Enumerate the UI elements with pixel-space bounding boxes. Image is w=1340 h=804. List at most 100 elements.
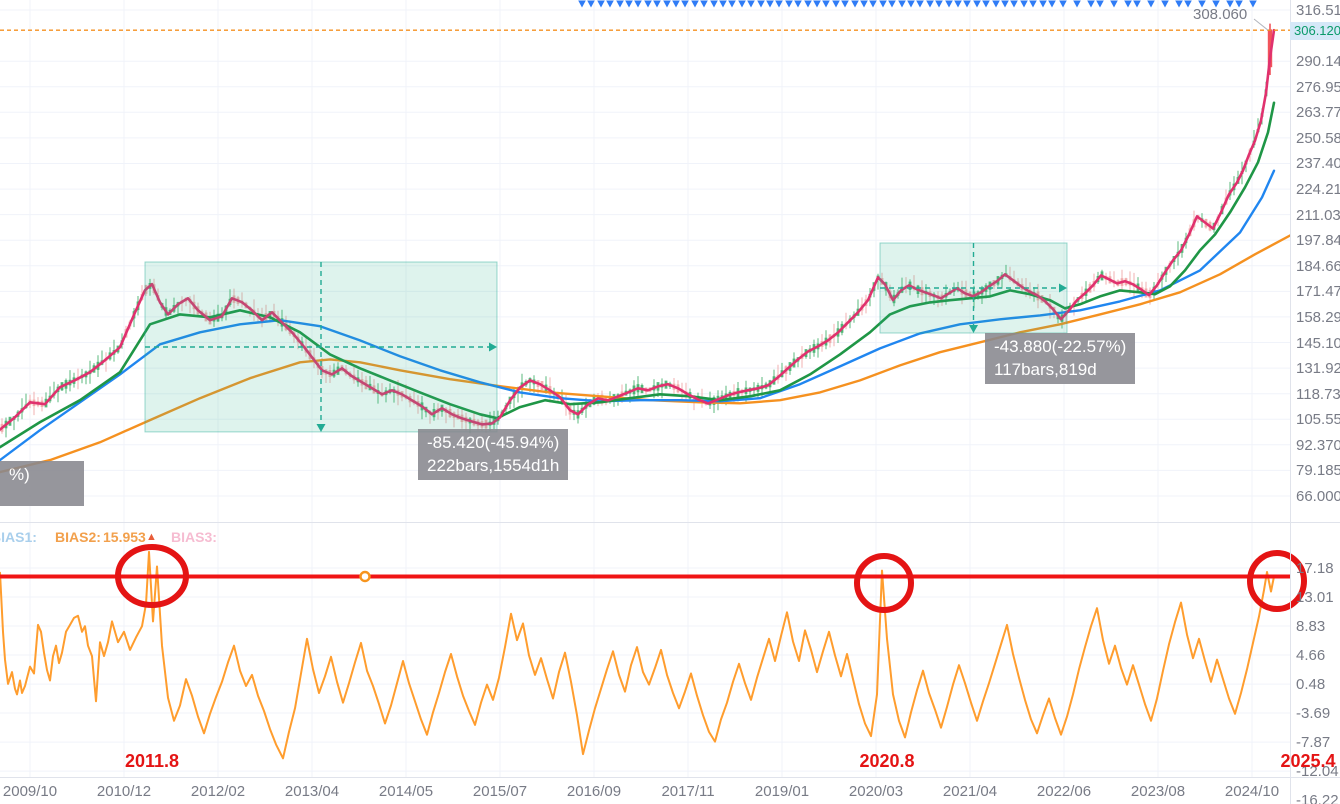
event-marker-triangle-down-icon[interactable] [973, 0, 981, 8]
price-axis-label: 171.479 [1296, 283, 1340, 300]
event-marker-triangle-down-icon[interactable] [963, 0, 971, 8]
event-marker-triangle-down-icon[interactable] [1175, 0, 1183, 8]
annotation-text-2020[interactable]: 2020.8 [859, 751, 915, 771]
annotation-circle-1[interactable] [115, 544, 189, 608]
event-marker-triangle-down-icon[interactable] [681, 0, 689, 8]
event-marker-triangle-down-icon[interactable] [1198, 0, 1206, 8]
event-markers[interactable] [578, 0, 1257, 8]
event-marker-triangle-down-icon[interactable] [822, 0, 830, 8]
event-marker-triangle-down-icon[interactable] [616, 0, 624, 8]
event-marker-triangle-down-icon[interactable] [869, 0, 877, 8]
range-measure-label-2[interactable]: -43.880(-22.57%) 117bars,819d [985, 333, 1136, 384]
price-axis-label: 197.848 [1296, 232, 1340, 249]
event-marker-triangle-down-icon[interactable] [653, 0, 661, 8]
annotation-circle-3[interactable] [1247, 550, 1307, 612]
event-marker-triangle-down-icon[interactable] [728, 0, 736, 8]
event-marker-triangle-down-icon[interactable] [1184, 0, 1192, 8]
event-marker-triangle-down-icon[interactable] [879, 0, 887, 8]
range-measure-label-clipped[interactable]: %) [0, 461, 84, 506]
event-marker-triangle-down-icon[interactable] [691, 0, 699, 8]
event-marker-triangle-down-icon[interactable] [1059, 0, 1067, 8]
event-marker-triangle-down-icon[interactable] [710, 0, 718, 8]
main-price-pane[interactable] [0, 18, 1290, 474]
event-marker-triangle-down-icon[interactable] [1235, 0, 1243, 8]
range-measure-box-2[interactable] [879, 242, 1068, 334]
event-marker-triangle-down-icon[interactable] [860, 0, 868, 8]
event-marker-triangle-down-icon[interactable] [841, 0, 849, 8]
date-axis-label: 2010/12 [96, 783, 152, 800]
event-marker-triangle-down-icon[interactable] [804, 0, 812, 8]
threshold-line-handle[interactable] [359, 570, 371, 583]
event-marker-triangle-down-icon[interactable] [992, 0, 1000, 8]
indicator-bias1-label[interactable]: BIAS1: [0, 529, 37, 545]
event-marker-triangle-down-icon[interactable] [1226, 0, 1234, 8]
event-marker-triangle-down-icon[interactable] [606, 0, 614, 8]
event-marker-triangle-down-icon[interactable] [700, 0, 708, 8]
event-marker-triangle-down-icon[interactable] [738, 0, 746, 8]
event-marker-triangle-down-icon[interactable] [587, 0, 595, 8]
price-axis-label: 276.957 [1296, 79, 1340, 96]
indicator-bias2-label[interactable]: BIAS2: [55, 529, 101, 545]
range-measure-label-1[interactable]: -85.420(-45.94%) 222bars,1554d1h [418, 429, 569, 480]
event-marker-triangle-down-icon[interactable] [634, 0, 642, 8]
event-marker-triangle-down-icon[interactable] [1073, 0, 1081, 8]
date-axis-label: 2023/08 [1130, 783, 1186, 800]
bias-axis-label: -3.69 [1296, 705, 1331, 722]
event-marker-triangle-down-icon[interactable] [1039, 0, 1047, 8]
event-marker-triangle-down-icon[interactable] [1001, 0, 1009, 8]
event-marker-triangle-down-icon[interactable] [954, 0, 962, 8]
event-marker-triangle-down-icon[interactable] [1096, 0, 1104, 8]
event-marker-triangle-down-icon[interactable] [935, 0, 943, 8]
event-marker-triangle-down-icon[interactable] [916, 0, 924, 8]
event-marker-triangle-down-icon[interactable] [578, 0, 586, 8]
event-marker-triangle-down-icon[interactable] [1010, 0, 1018, 8]
price-axis-separator[interactable] [1290, 0, 1291, 804]
measure-1-line2: 222bars,1554d1h [427, 456, 560, 475]
event-marker-triangle-down-icon[interactable] [663, 0, 671, 8]
event-marker-triangle-down-icon[interactable] [945, 0, 953, 8]
event-marker-triangle-down-icon[interactable] [1133, 0, 1141, 8]
bias-indicator-pane[interactable] [0, 550, 1275, 760]
event-marker-triangle-down-icon[interactable] [1249, 0, 1257, 8]
annotation-circle-2[interactable] [854, 553, 914, 613]
event-marker-triangle-down-icon[interactable] [898, 0, 906, 8]
event-marker-triangle-down-icon[interactable] [1124, 0, 1132, 8]
range-measure-box-1[interactable] [144, 261, 498, 433]
event-marker-triangle-down-icon[interactable] [907, 0, 915, 8]
annotation-text-2025[interactable]: 2025.4 [1280, 751, 1336, 771]
event-marker-triangle-down-icon[interactable] [832, 0, 840, 8]
event-marker-triangle-down-icon[interactable] [926, 0, 934, 8]
event-marker-triangle-down-icon[interactable] [1161, 0, 1169, 8]
pane-separator[interactable] [0, 522, 1340, 523]
event-marker-triangle-down-icon[interactable] [785, 0, 793, 8]
event-marker-triangle-down-icon[interactable] [1110, 0, 1118, 8]
event-marker-triangle-down-icon[interactable] [644, 0, 652, 8]
event-marker-triangle-down-icon[interactable] [1147, 0, 1155, 8]
event-marker-triangle-down-icon[interactable] [719, 0, 727, 8]
bias-axis-label: 13.01 [1296, 589, 1334, 606]
event-marker-triangle-down-icon[interactable] [672, 0, 680, 8]
event-marker-triangle-down-icon[interactable] [1087, 0, 1095, 8]
event-marker-triangle-down-icon[interactable] [775, 0, 783, 8]
event-marker-triangle-down-icon[interactable] [1048, 0, 1056, 8]
event-marker-triangle-down-icon[interactable] [747, 0, 755, 8]
time-axis-separator[interactable] [0, 777, 1340, 778]
event-marker-triangle-down-icon[interactable] [1020, 0, 1028, 8]
event-marker-triangle-down-icon[interactable] [1029, 0, 1037, 8]
annotation-text-2011[interactable]: 2011.8 [124, 751, 180, 771]
event-marker-triangle-down-icon[interactable] [766, 0, 774, 8]
marked-high-price-label: 308.060 [1193, 6, 1248, 23]
event-marker-triangle-down-icon[interactable] [794, 0, 802, 8]
event-marker-triangle-down-icon[interactable] [851, 0, 859, 8]
event-marker-triangle-down-icon[interactable] [757, 0, 765, 8]
event-marker-triangle-down-icon[interactable] [625, 0, 633, 8]
date-axis-label: 2024/10 [1224, 783, 1280, 800]
event-marker-triangle-down-icon[interactable] [982, 0, 990, 8]
event-marker-triangle-down-icon[interactable] [1212, 0, 1220, 8]
event-marker-triangle-down-icon[interactable] [597, 0, 605, 8]
event-marker-triangle-down-icon[interactable] [888, 0, 896, 8]
indicator-bias3-label[interactable]: BIAS3: [171, 529, 217, 545]
event-marker-triangle-down-icon[interactable] [813, 0, 821, 8]
